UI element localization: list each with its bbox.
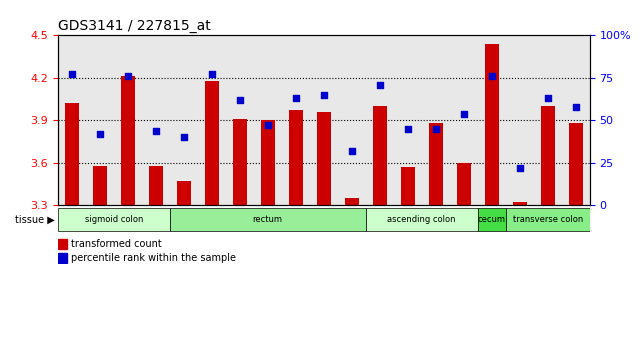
Bar bbox=[478, 209, 506, 231]
Point bbox=[431, 126, 441, 132]
Bar bbox=[366, 209, 478, 231]
Bar bbox=[506, 209, 590, 231]
Point bbox=[263, 122, 273, 128]
Bar bbox=[261, 120, 275, 205]
Bar bbox=[149, 166, 163, 205]
Point bbox=[347, 148, 357, 154]
Text: rectum: rectum bbox=[253, 215, 283, 224]
Point bbox=[458, 111, 469, 116]
Point bbox=[235, 97, 245, 103]
Point bbox=[542, 96, 553, 101]
Point bbox=[374, 82, 385, 87]
Bar bbox=[58, 239, 67, 249]
Bar bbox=[429, 123, 443, 205]
Bar bbox=[456, 163, 470, 205]
Point bbox=[95, 131, 105, 137]
Point bbox=[290, 96, 301, 101]
Bar bbox=[288, 110, 303, 205]
Point bbox=[319, 92, 329, 98]
Bar bbox=[58, 253, 67, 263]
Bar bbox=[93, 166, 106, 205]
Text: cecum: cecum bbox=[478, 215, 506, 224]
Point bbox=[487, 73, 497, 79]
Bar bbox=[177, 181, 191, 205]
Bar bbox=[541, 106, 554, 205]
Bar bbox=[65, 103, 79, 205]
Bar bbox=[372, 106, 387, 205]
Bar bbox=[317, 112, 331, 205]
Text: GDS3141 / 227815_at: GDS3141 / 227815_at bbox=[58, 19, 210, 33]
Bar bbox=[345, 198, 359, 205]
Bar bbox=[170, 209, 366, 231]
Point bbox=[515, 165, 525, 171]
Text: percentile rank within the sample: percentile rank within the sample bbox=[71, 253, 236, 263]
Text: sigmoid colon: sigmoid colon bbox=[85, 215, 143, 224]
Bar bbox=[401, 167, 415, 205]
Text: transformed count: transformed count bbox=[71, 239, 162, 249]
Point bbox=[179, 135, 189, 140]
Point bbox=[403, 126, 413, 132]
Text: transverse colon: transverse colon bbox=[513, 215, 583, 224]
Point bbox=[151, 128, 161, 133]
Point bbox=[67, 72, 77, 77]
Bar bbox=[121, 76, 135, 205]
Point bbox=[570, 104, 581, 110]
Point bbox=[122, 73, 133, 79]
Bar bbox=[513, 202, 527, 205]
Bar bbox=[569, 123, 583, 205]
Bar bbox=[485, 44, 499, 205]
Bar bbox=[204, 81, 219, 205]
Point bbox=[206, 72, 217, 77]
Text: ascending colon: ascending colon bbox=[387, 215, 456, 224]
Text: tissue ▶: tissue ▶ bbox=[15, 215, 54, 225]
Bar bbox=[58, 209, 170, 231]
Bar bbox=[233, 119, 247, 205]
